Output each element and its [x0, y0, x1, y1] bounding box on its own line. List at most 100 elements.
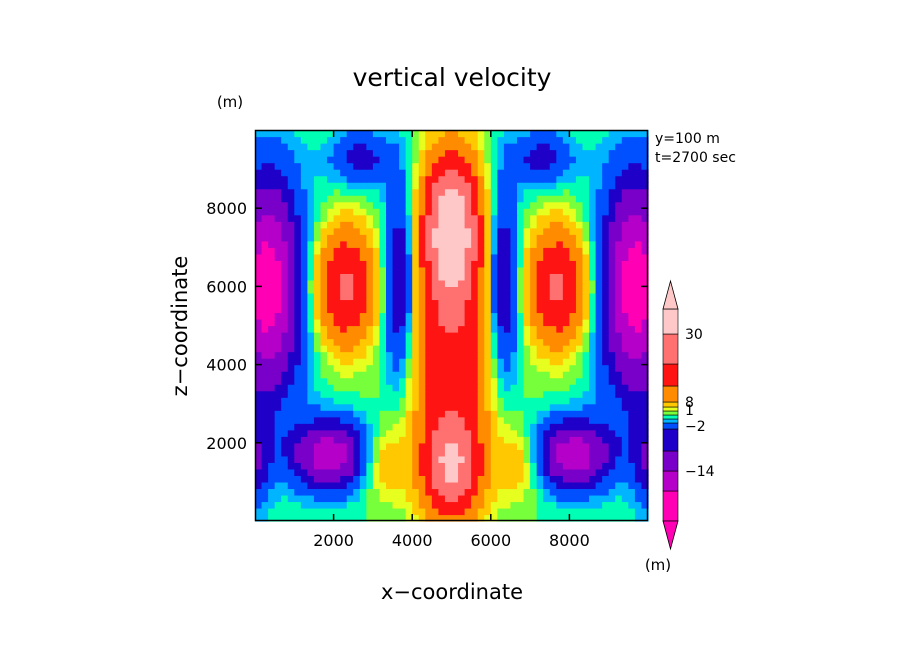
- contour-cell: [255, 442, 263, 450]
- contour-cell: [608, 182, 616, 190]
- contour-cell: [595, 240, 603, 248]
- contour-cell: [615, 136, 623, 144]
- contour-cell: [615, 488, 623, 496]
- contour-cell: [536, 423, 544, 431]
- contour-cell: [346, 195, 354, 203]
- contour-cell: [261, 325, 269, 333]
- contour-cell: [589, 514, 597, 522]
- contour-cell: [307, 136, 315, 144]
- contour-cell: [530, 351, 538, 359]
- contour-cell: [477, 169, 485, 177]
- contour-cell: [438, 423, 446, 431]
- contour-cell: [628, 312, 636, 320]
- contour-cell: [353, 162, 361, 170]
- contour-cell: [530, 423, 538, 431]
- contour-cell: [608, 358, 616, 366]
- contour-cell: [595, 475, 603, 483]
- contour-cell: [477, 345, 485, 353]
- contour-cell: [425, 234, 433, 242]
- contour-cell: [575, 514, 584, 522]
- contour-cell: [641, 182, 649, 190]
- contour-cell: [497, 423, 505, 431]
- contour-cell: [281, 227, 289, 235]
- contour-cell: [451, 436, 459, 444]
- contour-cell: [307, 162, 315, 170]
- contour-cell: [503, 292, 512, 301]
- contour-cell: [359, 475, 367, 483]
- contour-cell: [425, 286, 433, 294]
- contour-cell: [268, 260, 276, 268]
- contour-cell: [536, 325, 544, 333]
- contour-cell: [294, 162, 302, 170]
- contour-cell: [320, 149, 328, 157]
- contour-cell: [471, 312, 479, 320]
- contour-cell: [549, 279, 557, 287]
- contour-cell: [340, 169, 348, 177]
- contour-cell: [510, 514, 518, 522]
- contour-cell: [608, 332, 616, 340]
- contour-cell: [386, 273, 394, 281]
- contour-cell: [418, 488, 426, 496]
- contour-cell: [510, 371, 518, 379]
- contour-cell: [300, 279, 308, 287]
- contour-cell: [503, 201, 512, 209]
- contour-cell: [353, 436, 361, 444]
- contour-cell: [490, 266, 498, 274]
- contour-cell: [287, 188, 295, 196]
- contour-cell: [412, 390, 420, 398]
- contour-cell: [615, 345, 623, 353]
- contour-cell: [379, 188, 387, 196]
- contour-cell: [300, 371, 308, 379]
- contour-cell: [399, 455, 407, 463]
- contour-cell: [281, 169, 289, 177]
- contour-cell: [287, 266, 295, 274]
- contour-cell: [327, 481, 335, 490]
- contour-cell: [451, 286, 459, 294]
- contour-cell: [517, 292, 525, 301]
- contour-cell: [556, 299, 564, 307]
- contour-cell: [444, 292, 453, 301]
- contour-cell: [255, 397, 263, 405]
- contour-cell: [418, 292, 426, 301]
- contour-cell: [451, 273, 459, 281]
- contour-cell: [582, 266, 590, 274]
- contour-cell: [313, 156, 322, 164]
- contour-cell: [451, 507, 459, 516]
- contour-cell: [582, 416, 590, 424]
- contour-cell: [333, 371, 341, 379]
- colorbar-band: [662, 428, 679, 452]
- contour-cell: [444, 136, 453, 144]
- contour-cell: [255, 188, 263, 196]
- contour-cell: [477, 305, 485, 314]
- contour-cell: [425, 312, 433, 320]
- contour-cell: [405, 240, 413, 248]
- contour-cell: [595, 247, 603, 255]
- contour-cell: [490, 214, 498, 222]
- contour-cell: [431, 195, 439, 203]
- contour-cell: [379, 377, 387, 385]
- contour-cell: [490, 292, 498, 301]
- contour-cell: [372, 436, 381, 444]
- contour-cell: [274, 260, 282, 268]
- contour-cell: [471, 260, 479, 268]
- contour-cell: [477, 423, 485, 431]
- contour-cell: [608, 240, 616, 248]
- contour-cell: [477, 162, 485, 170]
- contour-cell: [634, 240, 643, 248]
- contour-cell: [294, 423, 302, 431]
- contour-cell: [523, 377, 531, 385]
- contour-cell: [536, 416, 544, 424]
- contour-cell: [294, 266, 302, 274]
- contour-cell: [399, 156, 407, 164]
- contour-cell: [327, 403, 335, 411]
- contour-cell: [268, 149, 276, 157]
- contour-cell: [294, 175, 302, 183]
- contour-cell: [366, 514, 374, 522]
- contour-cell: [562, 410, 570, 418]
- contour-cell: [431, 279, 439, 287]
- contour-cell: [549, 234, 557, 242]
- contour-cell: [562, 462, 570, 470]
- contour-cell: [418, 188, 426, 196]
- contour-cell: [261, 292, 269, 301]
- contour-cell: [268, 162, 276, 170]
